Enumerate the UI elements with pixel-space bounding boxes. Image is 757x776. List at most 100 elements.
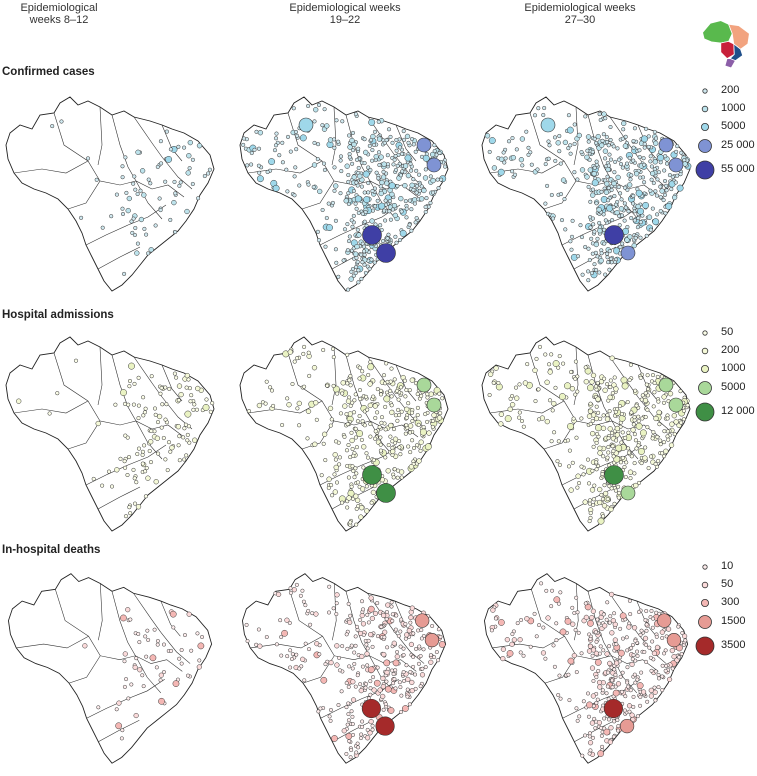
municipality-circle xyxy=(256,627,261,632)
municipality-circle xyxy=(558,696,563,701)
municipality-circle xyxy=(423,167,428,172)
municipality-circle xyxy=(575,254,581,259)
municipality-circle xyxy=(660,663,665,668)
municipality-circle xyxy=(680,631,685,636)
municipality-circle xyxy=(598,644,603,649)
municipality-circle xyxy=(418,654,423,659)
municipality-circle xyxy=(158,208,163,213)
municipality-circle xyxy=(167,386,172,391)
municipality-circle xyxy=(411,664,416,669)
municipality-circle xyxy=(381,651,387,658)
municipality-circle xyxy=(649,170,656,177)
municipality-circle xyxy=(612,621,618,628)
municipality-circle xyxy=(407,222,412,227)
municipality-circle xyxy=(606,198,611,203)
municipality-circle xyxy=(123,433,128,438)
municipality-circle xyxy=(388,217,393,222)
municipality-circle xyxy=(350,679,356,685)
municipality-circle xyxy=(124,677,129,682)
municipality-circle xyxy=(627,182,633,188)
municipality-circle xyxy=(625,680,630,685)
state-border xyxy=(135,655,162,694)
municipality-circle xyxy=(626,684,631,689)
municipality-circle xyxy=(160,402,165,407)
municipality-circle xyxy=(617,223,622,228)
municipality-circle xyxy=(318,706,323,711)
municipality-circle xyxy=(360,419,365,424)
municipality-circle xyxy=(591,497,596,502)
municipality-circle xyxy=(348,520,353,525)
municipality-circle xyxy=(350,714,355,719)
municipality-circle xyxy=(136,446,142,451)
municipality-circle xyxy=(351,453,356,458)
municipality-circle xyxy=(153,412,158,417)
municipality-circle xyxy=(414,216,419,221)
municipality-circle xyxy=(579,464,584,469)
municipality-circle xyxy=(635,653,640,658)
municipality-circle xyxy=(375,601,380,606)
municipality-circle xyxy=(311,365,318,371)
municipality-circle xyxy=(368,692,373,697)
municipality-circle xyxy=(358,617,363,622)
municipality-circle xyxy=(555,140,561,146)
municipality-circle xyxy=(399,229,407,237)
municipality-circle xyxy=(407,702,412,707)
municipality-circle xyxy=(596,207,602,213)
municipality-circle xyxy=(662,429,667,434)
municipality-circle xyxy=(580,272,585,277)
municipality-circle xyxy=(643,618,648,623)
municipality-circle xyxy=(637,448,645,455)
municipality-circle xyxy=(380,174,387,180)
state-border xyxy=(160,632,191,664)
municipality-circle xyxy=(622,185,628,190)
municipality-circle xyxy=(362,190,367,195)
municipality-circle xyxy=(182,145,187,150)
municipality-circle xyxy=(594,201,599,206)
municipality-circle xyxy=(602,483,607,488)
municipality-circle xyxy=(509,641,515,647)
municipality-circle xyxy=(340,380,346,386)
municipality-circle xyxy=(611,734,616,739)
municipality-circle xyxy=(662,178,668,184)
municipality-circle xyxy=(376,150,382,155)
state-border xyxy=(543,420,629,450)
municipality-circle xyxy=(348,374,353,379)
state-border xyxy=(395,124,417,162)
municipality-circle xyxy=(349,709,354,714)
inset-region-south xyxy=(724,58,736,69)
municipality-circle xyxy=(679,420,684,425)
municipality-circle xyxy=(348,276,354,282)
municipality-circle xyxy=(490,607,496,613)
municipality-circle xyxy=(401,646,406,651)
municipality-circle xyxy=(355,673,360,678)
municipality-circle xyxy=(579,416,584,421)
municipality-circle xyxy=(594,675,599,680)
municipality-circle xyxy=(362,170,370,178)
municipality-circle xyxy=(619,213,625,218)
municipality-circle xyxy=(328,660,334,666)
municipality-circle xyxy=(301,351,306,356)
municipality-circle xyxy=(498,421,504,427)
municipality-circle xyxy=(630,657,635,662)
state-border xyxy=(531,589,577,656)
municipality-circle xyxy=(321,161,327,166)
municipality-circle xyxy=(656,170,661,175)
hotspot-circle xyxy=(604,225,624,245)
municipality-circle xyxy=(366,180,371,186)
municipality-circle xyxy=(648,693,654,699)
municipality-circle xyxy=(394,654,400,660)
municipality-circle xyxy=(351,188,356,194)
municipality-circle xyxy=(417,188,422,193)
municipality-circle xyxy=(375,410,380,415)
municipality-circle xyxy=(597,651,602,656)
municipality-circle xyxy=(135,149,141,155)
municipality-circle xyxy=(412,201,417,206)
municipality-circle xyxy=(556,601,561,606)
municipality-circle xyxy=(339,169,344,174)
municipality-circle xyxy=(663,211,668,216)
municipality-circle xyxy=(55,391,60,396)
municipality-circle xyxy=(626,703,633,709)
municipality-circle xyxy=(241,136,247,141)
municipality-circle xyxy=(91,476,96,481)
state-border xyxy=(161,364,183,402)
